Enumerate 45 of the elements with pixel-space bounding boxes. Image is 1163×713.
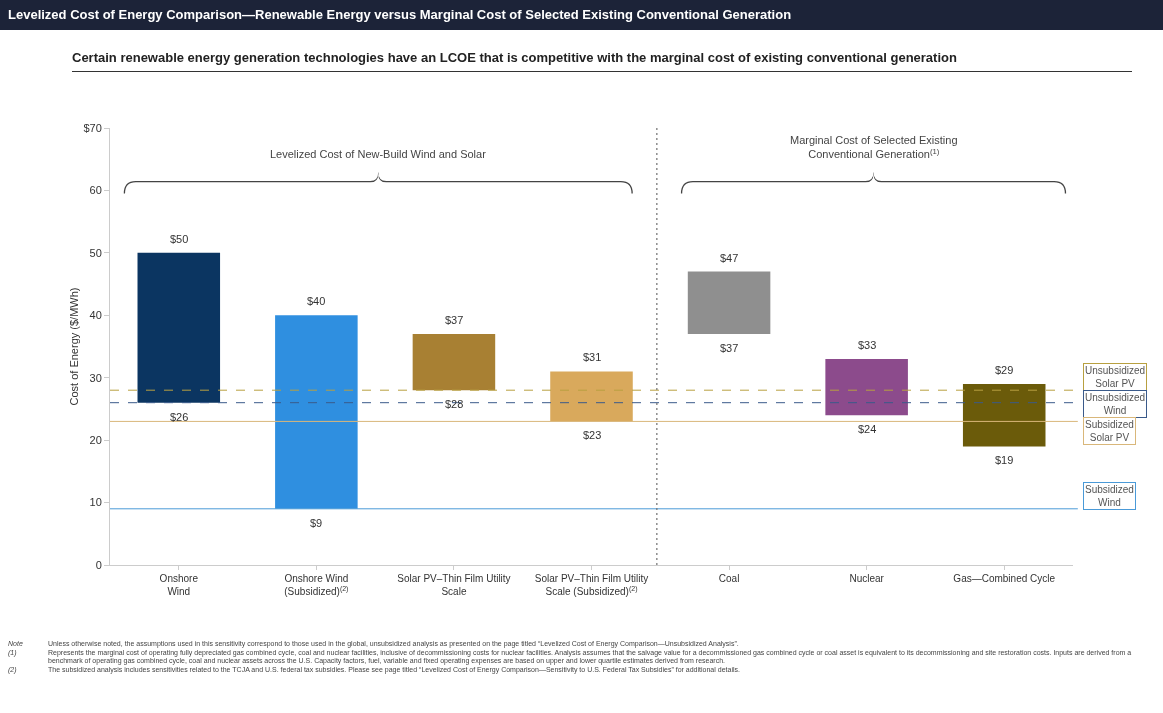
annotation: $23 bbox=[583, 429, 602, 441]
x-tick-label: Nuclear bbox=[849, 573, 885, 584]
y-axis-title: Cost of Energy ($/MWh) bbox=[68, 287, 80, 406]
annotation: $29 bbox=[995, 364, 1014, 376]
annotation: $26 bbox=[170, 411, 189, 423]
bar bbox=[825, 358, 908, 416]
annotation: $37 bbox=[445, 314, 464, 326]
x-tick-label: Solar PV–Thin Film Utility Scale bbox=[397, 573, 511, 597]
annotation: $37 bbox=[720, 342, 739, 354]
y-tick-label: $70 bbox=[83, 121, 102, 134]
chart-subtitle: Certain renewable energy generation technologies have an LCOE that is competitive with the marginal cost of existing conventional generation bbox=[72, 50, 1132, 72]
x-tick-label: Coal bbox=[718, 573, 740, 584]
bar bbox=[137, 252, 221, 403]
y-tick-label: 40 bbox=[89, 309, 102, 322]
y-tick-label: 0 bbox=[95, 558, 102, 571]
annotation: $50 bbox=[170, 233, 189, 245]
annotation: $40 bbox=[307, 295, 326, 307]
annotation: Marginal Cost of Selected Existing Conventional Generation$^{(1)}$ bbox=[790, 134, 958, 161]
annotation: $9 bbox=[310, 517, 323, 529]
ref-line-label: Subsidized Solar PV bbox=[1085, 419, 1134, 443]
bar bbox=[687, 271, 771, 335]
annotation: $33 bbox=[858, 339, 877, 351]
bar bbox=[275, 315, 358, 509]
x-tick-label: Gas—Combined Cycle bbox=[953, 573, 1056, 584]
ref-line-label: Unsubsidized Wind bbox=[1085, 392, 1146, 416]
annotation: $19 bbox=[995, 454, 1014, 466]
x-tick-label: Onshore Wind bbox=[159, 573, 199, 597]
y-tick-label: 30 bbox=[89, 371, 102, 384]
annotation: $24 bbox=[858, 423, 877, 435]
bar bbox=[550, 371, 633, 422]
y-tick-label: 10 bbox=[89, 496, 102, 509]
x-tick-label: Onshore Wind (Subsidized)$^{(2)}$ bbox=[284, 573, 349, 597]
y-tick-label: 20 bbox=[89, 433, 102, 446]
annotation: Levelized Cost of New-Build Wind and Solar bbox=[270, 148, 487, 160]
annotation: $47 bbox=[720, 252, 739, 264]
bar bbox=[412, 334, 496, 391]
bar bbox=[962, 383, 1046, 447]
y-tick-label: 60 bbox=[89, 184, 102, 197]
ref-line-label: Subsidized Wind bbox=[1085, 484, 1134, 508]
chart-title: Levelized Cost of Energy Comparison—Renewable Energy versus Marginal Cost of Selected Existing Conventional Generation bbox=[0, 0, 1163, 30]
annotation: $28 bbox=[445, 398, 464, 410]
ref-line-label: Unsubsidized Solar PV bbox=[1085, 365, 1146, 389]
x-tick-label: Solar PV–Thin Film Utility Scale (Subsidized)$^{(2)}$ bbox=[534, 573, 649, 597]
y-tick-label: 50 bbox=[89, 246, 102, 259]
annotation: $31 bbox=[583, 351, 602, 363]
